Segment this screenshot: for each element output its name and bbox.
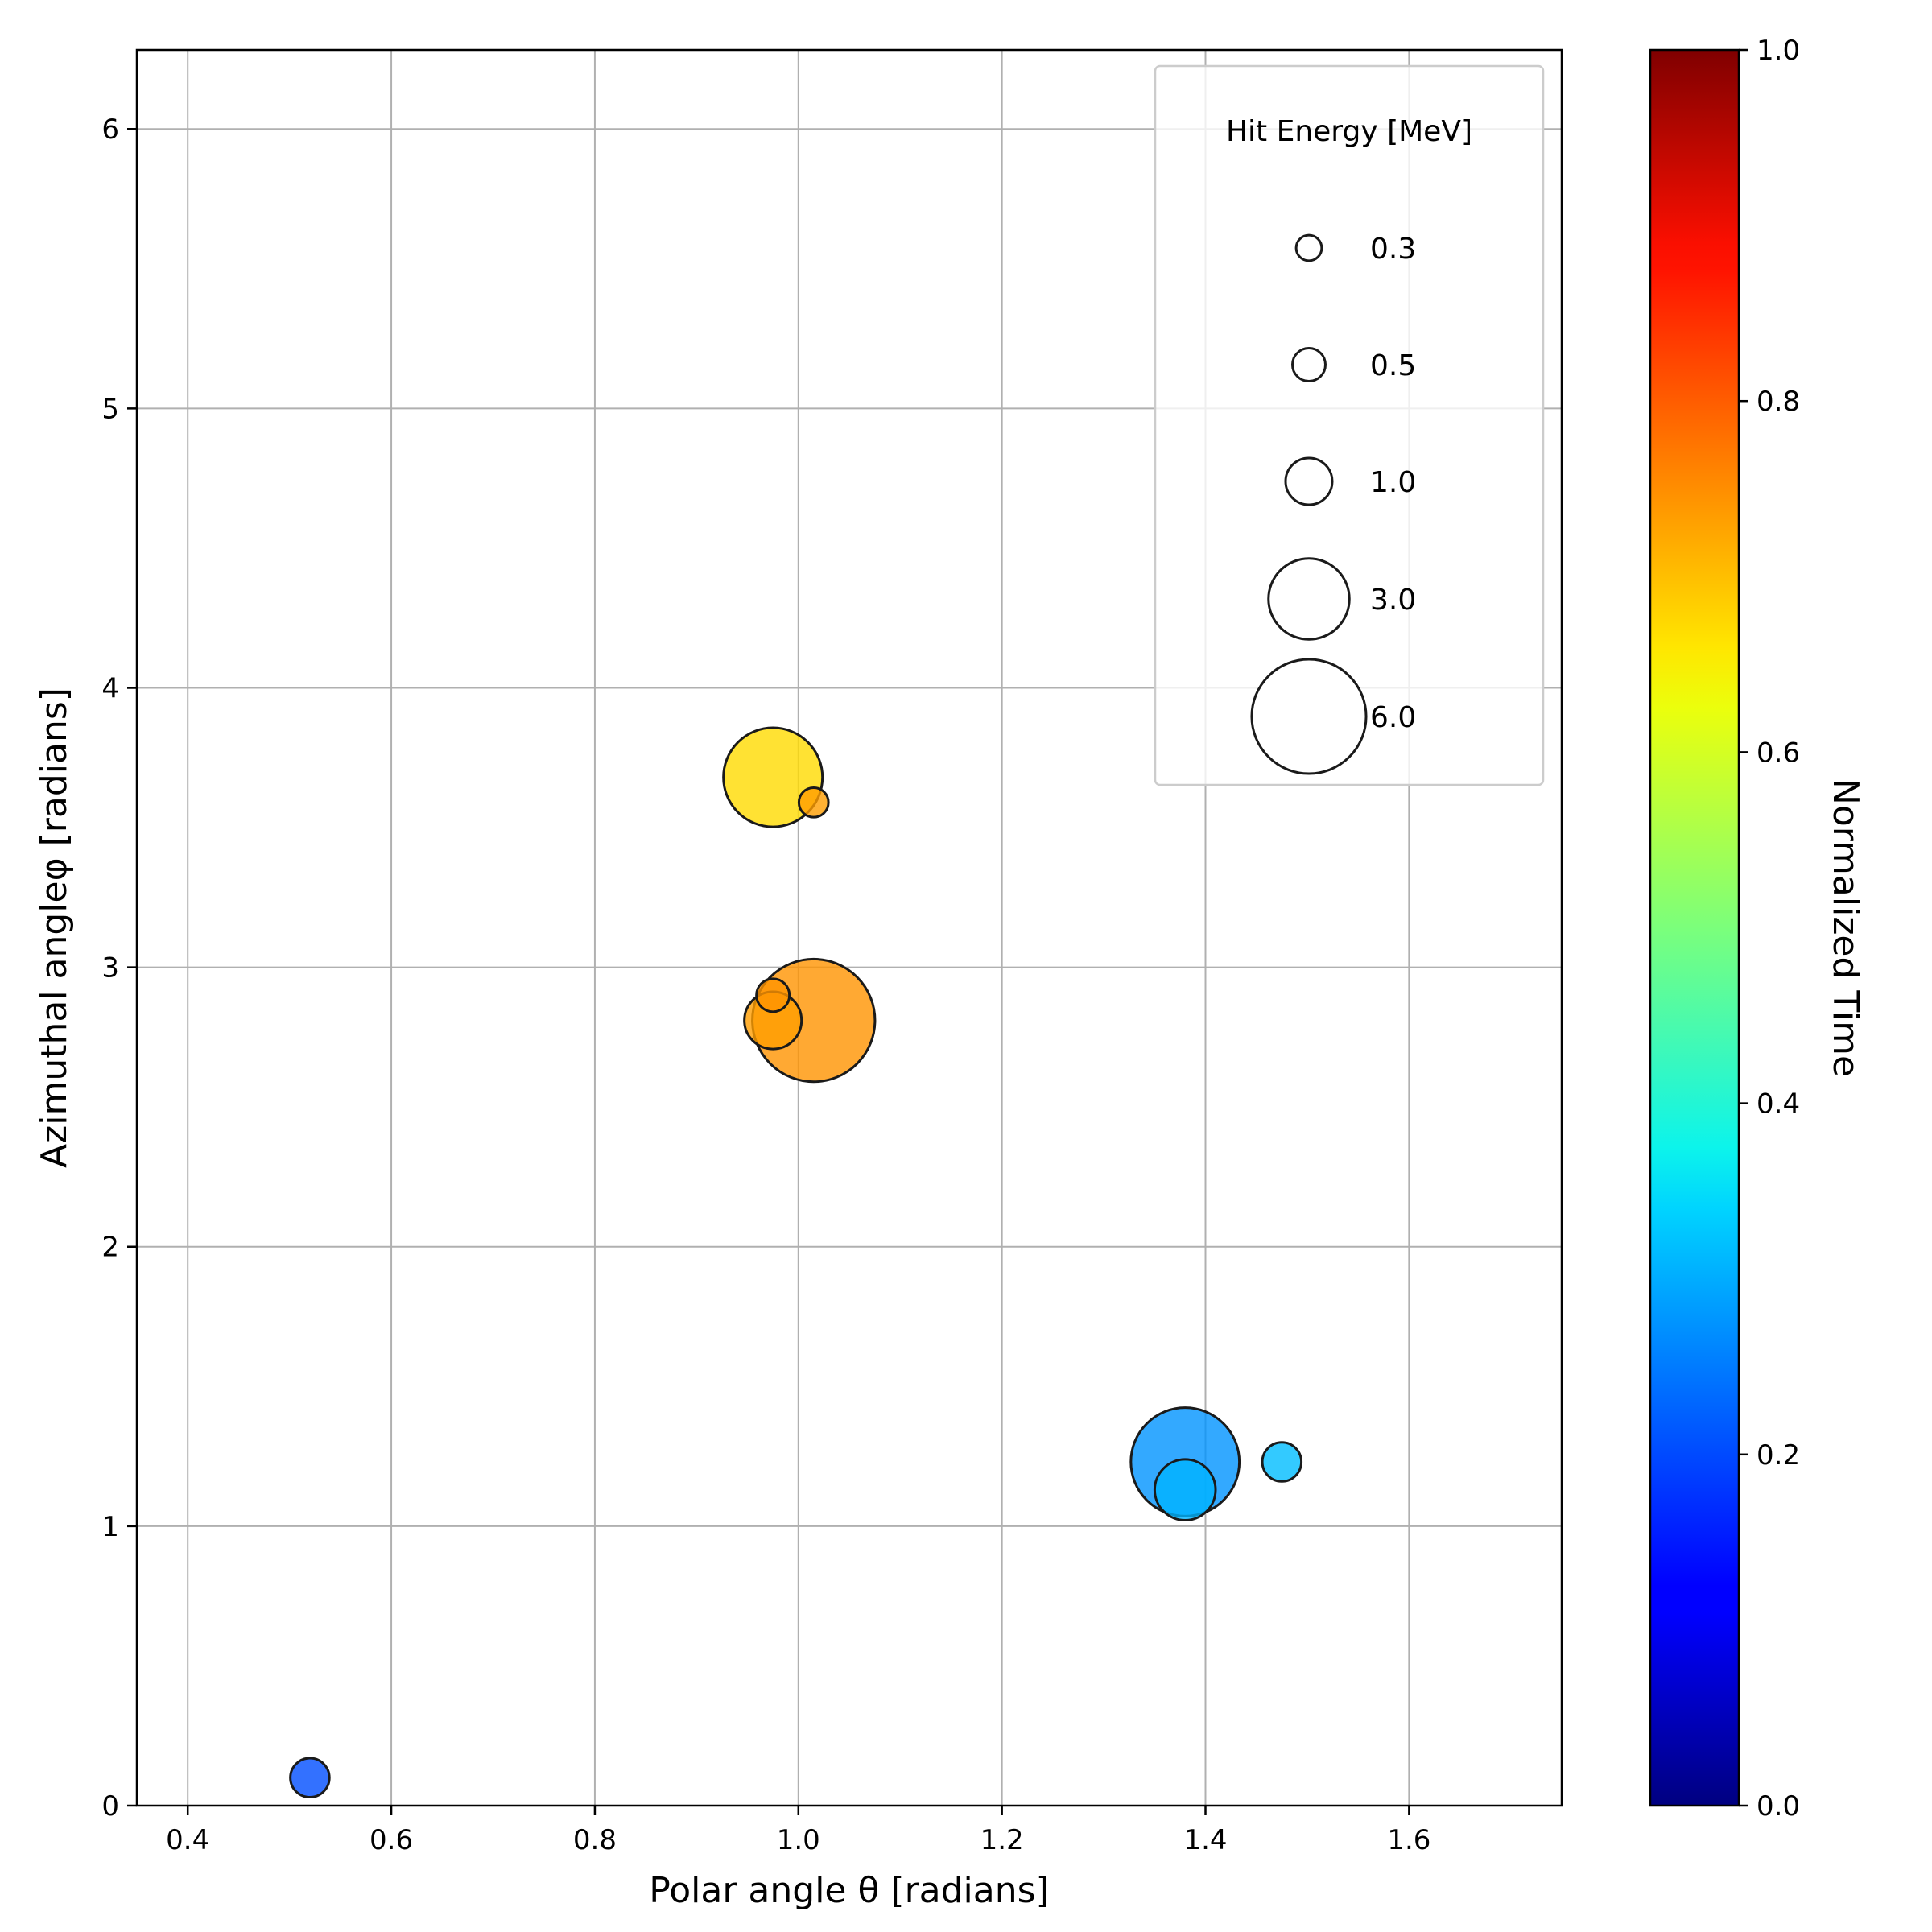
- legend-title: Hit Energy [MeV]: [1226, 115, 1472, 148]
- legend-marker: [1267, 557, 1351, 641]
- y-axis-label: Azimuthal angleφ [radians]: [34, 687, 75, 1168]
- colorbar-tick-label: 0.8: [1757, 386, 1800, 418]
- data-point: [1153, 1458, 1217, 1522]
- legend-box: [1154, 64, 1545, 786]
- x-tick-label: 1.2: [980, 1824, 1024, 1856]
- axis-ticks: 0.4 0.6 0.8 1.0 1.2 1.4 1.6 0 1 2 3 4 5 6: [101, 114, 1430, 1856]
- x-tick-label: 1.4: [1183, 1824, 1227, 1856]
- legend-label: 1.0: [1370, 466, 1416, 499]
- colorbar: 0.0 0.2 0.4 0.6 0.8 1.0 Normalized Time: [1649, 35, 1866, 1823]
- data-points: [289, 726, 1303, 1799]
- size-legend: Hit Energy [MeV] 0.3 0.5 1.0 3.0 6.0: [1154, 64, 1545, 786]
- legend-label: 0.3: [1370, 233, 1416, 266]
- y-tick-label: 5: [101, 393, 119, 425]
- x-tick-label: 0.4: [166, 1824, 209, 1856]
- colorbar-gradient: [1650, 50, 1739, 1806]
- data-point: [1261, 1441, 1303, 1483]
- legend-label: 3.0: [1370, 584, 1416, 617]
- legend-label: 0.5: [1370, 349, 1416, 382]
- data-point: [797, 786, 830, 819]
- y-tick-label: 2: [101, 1232, 119, 1264]
- y-tick-label: 0: [101, 1790, 119, 1823]
- data-point: [289, 1757, 331, 1799]
- colorbar-tick-label: 0.2: [1757, 1439, 1800, 1472]
- colorbar-frame: [1649, 48, 1740, 1807]
- plot-frame: [135, 48, 1563, 1807]
- colorbar-tick-label: 0.4: [1757, 1088, 1800, 1121]
- colorbar-tick-label: 0.0: [1757, 1790, 1800, 1823]
- legend-entries: 0.3 0.5 1.0 3.0 6.0: [1250, 233, 1416, 775]
- colorbar-ticks: 0.0 0.2 0.4 0.6 0.8 1.0: [1739, 35, 1800, 1823]
- x-tick-label: 1.0: [777, 1824, 820, 1856]
- legend-marker: [1294, 233, 1323, 262]
- colorbar-tick-label: 1.0: [1757, 35, 1800, 67]
- x-tick-label: 0.8: [573, 1824, 617, 1856]
- y-tick-label: 4: [101, 672, 119, 704]
- colorbar-label: Normalized Time: [1825, 778, 1866, 1077]
- legend-marker: [1290, 346, 1327, 383]
- y-tick-label: 3: [101, 952, 119, 985]
- x-tick-label: 0.6: [369, 1824, 413, 1856]
- y-tick-label: 6: [101, 114, 119, 146]
- data-point: [755, 977, 791, 1013]
- x-tick-label: 1.6: [1387, 1824, 1430, 1856]
- x-axis-label: Polar angle θ [radians]: [649, 1870, 1049, 1911]
- y-tick-label: 1: [101, 1511, 119, 1543]
- colorbar-tick-label: 0.6: [1757, 737, 1800, 769]
- legend-marker: [1250, 658, 1368, 775]
- legend-label: 6.0: [1370, 701, 1416, 734]
- legend-marker: [1284, 456, 1334, 506]
